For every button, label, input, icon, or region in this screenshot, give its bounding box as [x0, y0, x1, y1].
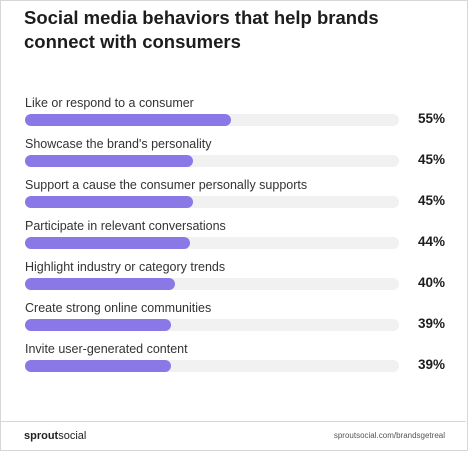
bar-value-label: 44% [417, 234, 445, 249]
logo-text-social: social [58, 430, 87, 442]
bar-label: Highlight industry or category trends [25, 260, 226, 274]
logo-text-sprout: sprout [24, 430, 59, 442]
bar-value-label: 45% [417, 152, 445, 167]
bar-track [25, 114, 399, 126]
bar-value-label: 39% [417, 357, 445, 372]
bar [25, 114, 231, 126]
bar [25, 237, 190, 249]
bar-track [25, 360, 399, 372]
bar-label: Create strong online communities [25, 301, 212, 315]
bar-row: Like or respond to a consumer 55% [25, 96, 445, 136]
bar [25, 319, 171, 331]
bar-value-label: 40% [417, 275, 445, 290]
bar-track [25, 319, 399, 331]
bar-track [25, 155, 399, 167]
bar-label: Showcase the brand's personality [25, 137, 212, 151]
bar [25, 196, 193, 208]
bar-track [25, 278, 399, 290]
bar [25, 360, 171, 372]
bar-value-label: 55% [417, 111, 445, 126]
bar-value-label: 39% [417, 316, 445, 331]
bar-label: Invite user-generated content [25, 342, 188, 356]
bar-row: Create strong online communities 39% [25, 301, 445, 341]
bar-row: Support a cause the consumer personally … [25, 178, 445, 218]
bar [25, 155, 193, 167]
bar-track [25, 237, 399, 249]
bar-row: Invite user-generated content 39% [25, 342, 445, 382]
bar-value-label: 45% [417, 193, 445, 208]
bar-row: Showcase the brand's personality 45% [25, 137, 445, 177]
sprout-social-logo: sproutsocial [24, 430, 86, 442]
source-url: sproutsocial.com/brandsgetreal [333, 431, 445, 440]
bar-label: Like or respond to a consumer [25, 96, 194, 110]
bar-row: Highlight industry or category trends 40% [25, 260, 445, 300]
footer: sproutsocial sproutsocial.com/brandsgetr… [0, 421, 466, 450]
bar-label: Participate in relevant conversations [25, 219, 226, 233]
chart-title: Social media behaviors that help brands … [24, 7, 379, 52]
bar-row: Participate in relevant conversations 44% [25, 219, 445, 259]
bar-track [25, 196, 399, 208]
bar-label: Support a cause the consumer personally … [25, 178, 308, 192]
bar [25, 278, 175, 290]
